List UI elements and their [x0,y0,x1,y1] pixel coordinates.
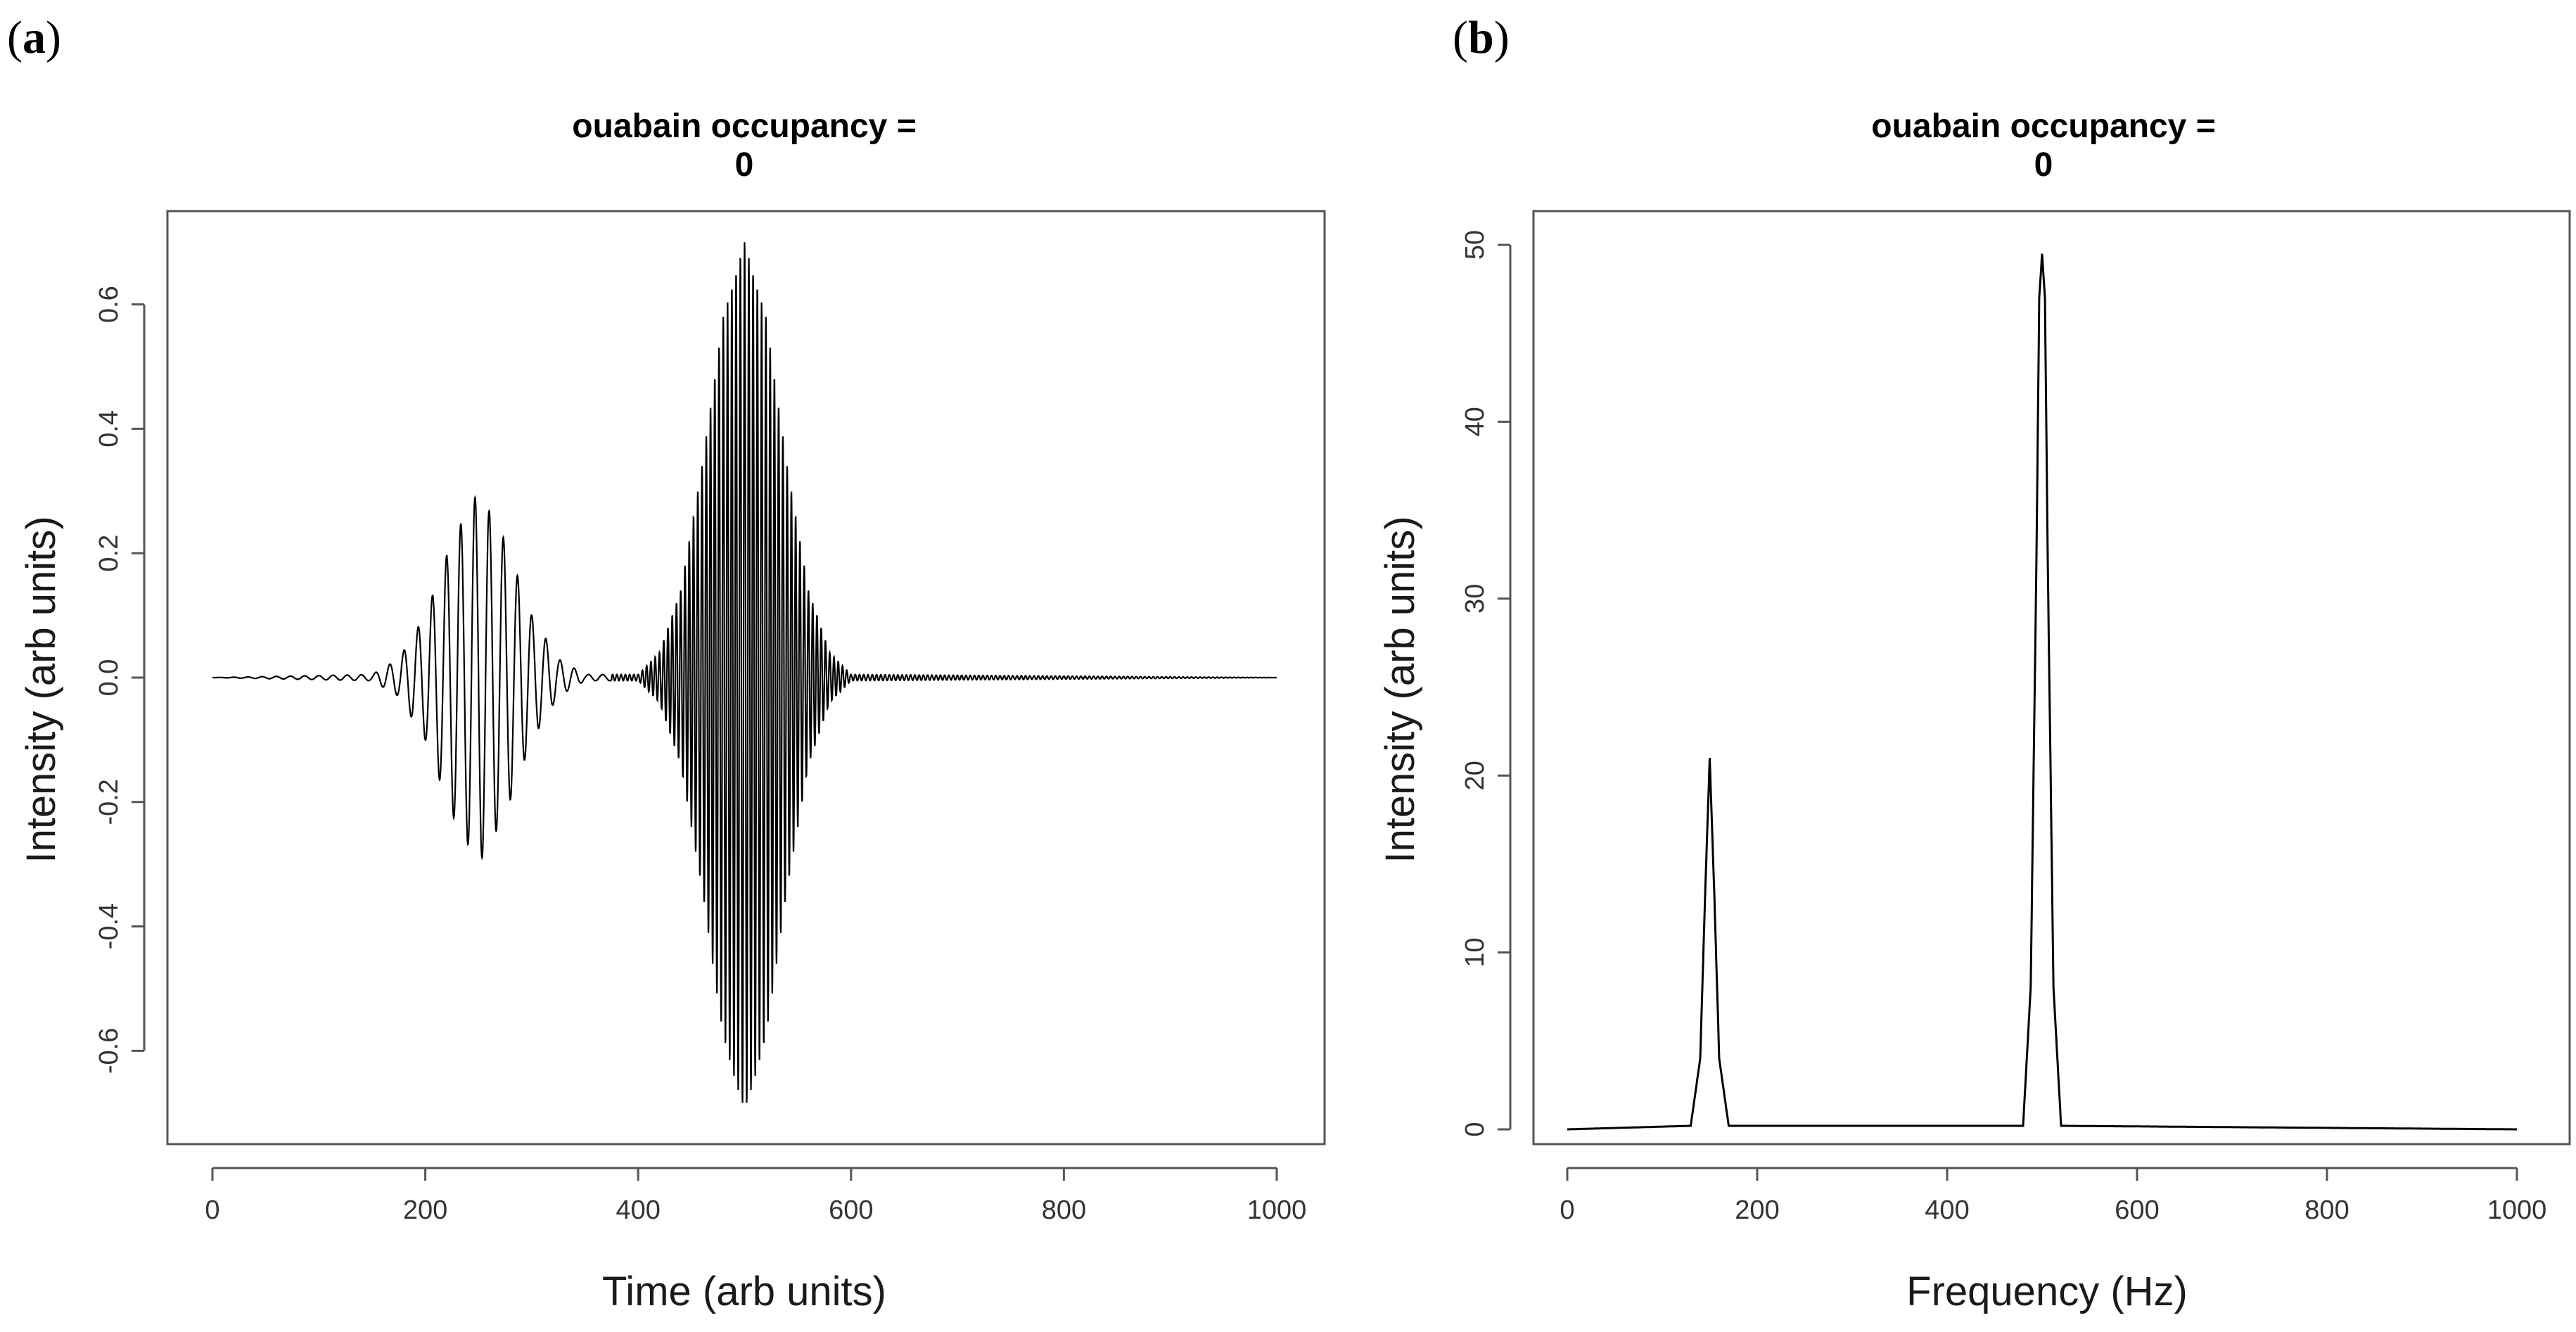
panel-b-x-tick-label: 400 [1925,1195,1969,1225]
panel-a-plot-frame [166,210,1326,1146]
panel-a-title-line2: 0 [735,146,754,184]
panel-a-ylabel: Intensity (arb units) [18,516,64,863]
panel-b-y-tick-label: 40 [1460,407,1490,436]
panel-b-x-axis: 0 200 400 600 800 1000 [1560,1167,2547,1225]
panel-b-y-tick-label: 50 [1460,230,1490,260]
panel-b-y-tick-label: 20 [1460,761,1490,790]
panel-a-x-tick-label: 800 [1042,1195,1086,1225]
panel-b-title-line2: 0 [2034,146,2053,184]
panel-a-y-tick-label: 0.2 [94,535,124,572]
panel-a-y-tick-label: -0.4 [94,903,124,949]
panel-b-x-tick-label: 1000 [2487,1195,2547,1225]
panel-a-y-tick-label: 0.0 [94,659,124,697]
panel-a-y-tick-label: -0.6 [94,1028,124,1074]
panel-b-spectrum-line [1567,253,2517,1131]
panel-a-x-tick-label: 0 [205,1195,219,1225]
panel-a-x-tick-label: 200 [403,1195,447,1225]
panel-b-x-tick-label: 800 [2304,1195,2349,1225]
panel-a-y-tick-label: -0.2 [94,779,124,825]
panel-a-y-tick-label: 0.6 [94,286,124,323]
panel-b-plot-frame [1532,210,2571,1146]
panel-b-label: (b) [1453,12,1510,63]
panel-b: (b) ouabain occupancy = 0 0 200 400 600 800 1… [1377,12,2571,1314]
panel-a-label: (a) [7,12,61,63]
panel-b-y-tick-label: 30 [1460,584,1490,614]
panel-b-y-tick-label: 0 [1460,1122,1490,1136]
panel-a-x-tick-label: 400 [616,1195,660,1225]
panel-a-x-axis: 0 200 400 600 800 1000 [205,1167,1307,1225]
panel-b-ylabel: Intensity (arb units) [1377,516,1423,863]
panel-a-xlabel: Time (arb units) [602,1269,886,1314]
panel-b-y-tick-label: 10 [1460,937,1490,967]
panel-a: (a) ouabain occupancy = 0 0 200 400 600 800 1… [7,12,1326,1314]
panel-a-signal-line [212,242,1277,1103]
panel-a-x-tick-label: 1000 [1247,1195,1307,1225]
panel-a-title-line1: ouabain occupancy = [572,108,916,145]
panel-b-title-line1: ouabain occupancy = [1871,108,2215,145]
panel-b-x-tick-label: 200 [1735,1195,1779,1225]
panel-a-y-axis: -0.6 -0.4 -0.2 0.0 0.2 0.4 0.6 [94,286,146,1074]
panel-a-y-tick-label: 0.4 [94,410,124,448]
panel-a-signal [212,242,1277,1103]
panel-b-x-tick-label: 600 [2115,1195,2159,1225]
panel-b-x-tick-label: 0 [1560,1195,1574,1225]
panel-b-y-axis: 0 10 20 30 40 50 [1460,230,1512,1137]
panel-b-xlabel: Frequency (Hz) [1906,1269,2188,1314]
panel-a-x-tick-label: 600 [829,1195,873,1225]
